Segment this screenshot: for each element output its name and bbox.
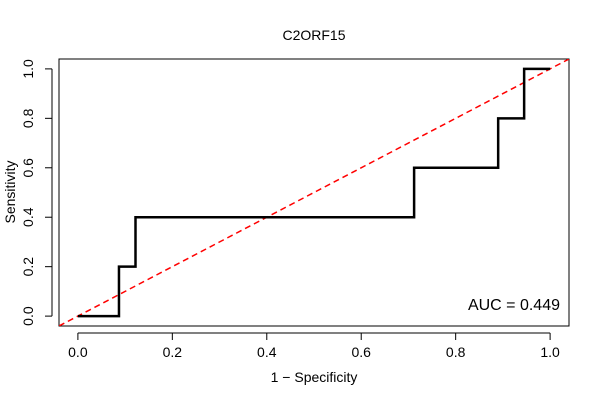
chance-diagonal-line [59, 59, 569, 326]
chart-title: C2ORF15 [282, 27, 345, 43]
y-axis: 0.0 0.2 0.4 0.6 0.8 1.0 [20, 59, 53, 326]
x-axis-label: 1 − Specificity [271, 369, 358, 385]
x-tick-label: 0.2 [163, 344, 183, 360]
y-axis-label: Sensitivity [2, 160, 18, 223]
y-tick-label: 0.4 [20, 207, 36, 227]
x-tick-label: 0.8 [446, 344, 466, 360]
x-tick-label: 0.0 [68, 344, 88, 360]
auc-annotation: AUC = 0.449 [468, 297, 560, 314]
y-tick-label: 0.8 [20, 108, 36, 128]
x-tick-label: 0.4 [257, 344, 277, 360]
x-tick-label: 0.6 [351, 344, 371, 360]
x-axis: 0.0 0.2 0.4 0.6 0.8 1.0 [68, 332, 560, 360]
y-tick-label: 1.0 [20, 59, 36, 79]
x-tick-label: 1.0 [540, 344, 560, 360]
plot-frame [58, 58, 570, 327]
roc-curve-line [77, 67, 551, 318]
y-tick-label: 0.2 [20, 257, 36, 277]
y-tick-label: 0.6 [20, 158, 36, 178]
series-layer [59, 59, 569, 326]
y-tick-label: 0.0 [20, 306, 36, 326]
